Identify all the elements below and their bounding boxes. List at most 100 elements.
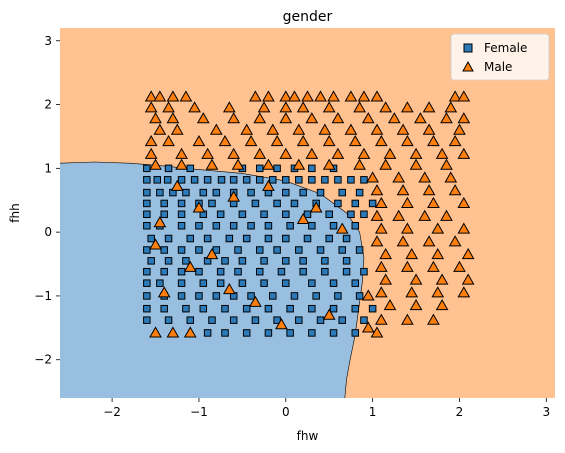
point-male	[440, 209, 453, 221]
point-female	[208, 199, 216, 208]
point-female	[351, 304, 360, 313]
point-female	[203, 329, 212, 337]
point-female	[177, 292, 186, 300]
point-female	[182, 304, 190, 313]
point-female	[164, 316, 173, 324]
point-female	[208, 316, 216, 324]
point-male	[253, 112, 267, 124]
point-female	[160, 304, 168, 313]
point-female	[238, 257, 247, 265]
point-female	[186, 234, 195, 243]
point-male	[192, 135, 206, 147]
point-male	[253, 147, 267, 159]
point-male	[222, 283, 236, 295]
point-female	[255, 267, 264, 276]
point-female	[251, 199, 260, 208]
point-male	[353, 158, 366, 170]
x-tick-label: −1	[190, 405, 208, 419]
point-male	[370, 209, 384, 221]
point-female	[242, 304, 251, 313]
point-female	[286, 304, 294, 313]
point-female	[316, 246, 325, 254]
chart-title: gender	[283, 9, 333, 25]
point-female	[255, 246, 264, 254]
point-female	[216, 267, 225, 276]
point-male	[170, 179, 184, 191]
point-male	[361, 289, 375, 301]
point-female	[242, 234, 251, 243]
point-female	[260, 279, 268, 287]
point-female	[282, 188, 290, 197]
point-male	[296, 101, 310, 113]
point-female	[316, 316, 325, 324]
point-female	[355, 292, 364, 300]
point-male	[279, 101, 293, 113]
point-male	[331, 147, 345, 159]
point-male	[396, 123, 410, 135]
point-male	[322, 101, 336, 113]
point-male	[392, 209, 406, 221]
point-female	[273, 199, 281, 208]
y-tick-label: 0	[44, 225, 52, 239]
point-male	[288, 90, 301, 102]
point-female	[234, 267, 242, 276]
point-female	[351, 279, 360, 287]
point-male	[162, 101, 175, 113]
point-male	[435, 147, 449, 159]
point-female	[312, 292, 320, 300]
point-female	[203, 176, 212, 184]
point-male	[149, 112, 162, 124]
point-male	[374, 286, 388, 298]
x-tick-label: 3	[542, 405, 550, 419]
point-male	[457, 286, 471, 298]
points-layer	[143, 90, 475, 338]
point-male	[405, 247, 419, 260]
point-female	[286, 222, 294, 230]
point-female	[247, 222, 255, 230]
point-female	[347, 176, 355, 184]
point-female	[203, 234, 212, 243]
point-female	[282, 257, 290, 265]
point-female	[212, 188, 221, 197]
point-female	[177, 199, 186, 208]
point-female	[163, 176, 172, 184]
point-female	[264, 222, 273, 230]
point-female	[308, 329, 316, 337]
point-female	[177, 210, 186, 219]
legend-box	[450, 33, 550, 81]
point-male	[374, 196, 388, 209]
point-male	[448, 135, 462, 147]
x-tick-label: −2	[103, 405, 121, 419]
point-female	[308, 164, 316, 173]
point-female	[316, 188, 325, 197]
point-male	[370, 235, 384, 247]
point-female	[238, 210, 247, 219]
point-male	[457, 196, 471, 209]
point-male	[379, 158, 393, 170]
point-male	[348, 135, 362, 147]
point-male	[370, 184, 384, 196]
point-male	[262, 158, 275, 170]
point-female	[160, 267, 168, 276]
point-female	[338, 188, 346, 197]
point-male	[309, 201, 323, 213]
point-female	[329, 279, 338, 287]
point-female	[269, 176, 277, 184]
point-female	[195, 267, 203, 276]
point-male	[374, 222, 388, 234]
point-female	[160, 246, 168, 254]
point-male	[149, 238, 162, 250]
point-female	[160, 199, 168, 208]
point-male	[170, 123, 184, 135]
x-axis-label: fhw	[297, 429, 319, 443]
point-male	[279, 90, 293, 102]
point-female	[264, 329, 273, 337]
point-female	[247, 292, 255, 300]
point-male	[205, 247, 219, 260]
point-female	[295, 246, 303, 254]
point-male	[183, 326, 197, 338]
point-female	[186, 164, 195, 173]
point-male	[222, 101, 236, 113]
point-female	[221, 257, 229, 265]
